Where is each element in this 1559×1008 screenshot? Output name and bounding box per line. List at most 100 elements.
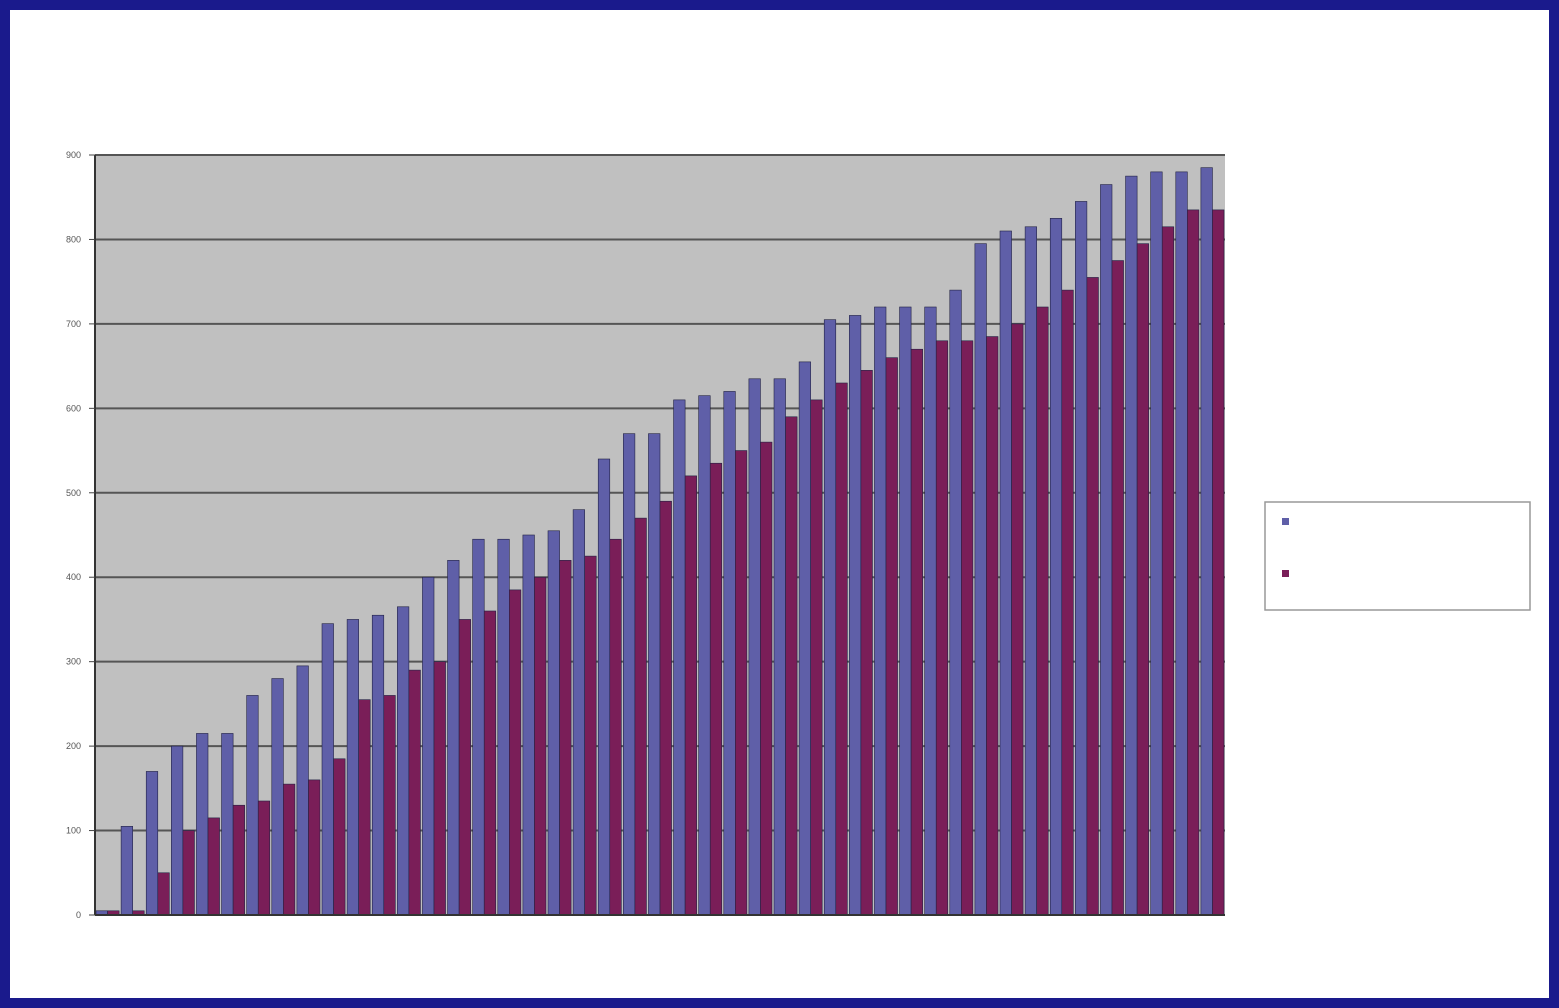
bar-series-2 [885,357,898,916]
y-tick-label: 900 [66,150,81,160]
bar-series-2 [182,830,195,916]
bar-series-2 [684,475,697,916]
bar-series-1 [748,378,761,916]
bar-series-1 [698,395,711,916]
bar-series-2 [1187,209,1200,916]
bar-series-2 [609,538,622,916]
bar-series-2 [509,589,522,916]
bar-series-1 [271,678,284,916]
bar-series-2 [659,500,672,916]
bar-series-1 [497,538,510,916]
bar-series-2 [584,555,597,916]
bar-series-2 [207,817,220,916]
bar-series-1 [924,306,937,916]
bar-series-2 [1036,306,1049,916]
bar-series-2 [534,576,547,916]
bar-series-2 [986,336,999,916]
bar-series-2 [835,382,848,916]
bar-series-1 [798,361,811,916]
bar-series-2 [408,669,421,916]
bar-series-1 [321,623,334,916]
bar-series-2 [283,783,296,916]
bar-series-1 [572,509,585,916]
bar-series-1 [597,458,611,916]
bar-series-2 [1136,243,1149,916]
bar-series-1 [120,826,133,916]
bar-series-2 [257,800,271,916]
y-tick-label: 300 [66,657,81,667]
bar-series-1 [849,315,862,916]
legend [1264,501,1531,611]
bar-series-1 [1075,201,1088,916]
y-tick-label: 600 [66,403,81,413]
bar-series-2 [910,348,923,916]
bar-series-1 [171,745,184,916]
bar-series-1 [422,576,435,916]
y-tick-label: 400 [66,572,81,582]
axes [94,155,1225,916]
bar-series-2 [634,517,647,916]
bar-series-2 [860,370,873,916]
y-tick-label: 700 [66,319,81,329]
bar-series-1 [296,665,309,916]
bar-series-1 [1049,218,1063,916]
bar-series-1 [1150,171,1163,916]
bar-series-1 [246,695,259,916]
bar-series-2 [383,695,396,916]
bar-series-2 [760,441,773,916]
bar-series-1 [1024,226,1037,916]
bar-series-2 [935,340,949,916]
bar-series-2 [308,779,321,916]
y-axis-ticks: 0 100 200 300 400 500 600 700 800 900 [66,150,95,920]
bar-chart: 0 100 200 300 400 500 600 700 800 900 [66,150,1531,920]
bar-series-2 [433,661,446,916]
y-tick-label: 500 [66,488,81,498]
bar-series-1 [547,530,560,916]
bar-series-1 [623,433,636,916]
bar-series-1 [823,319,837,916]
bar-series-1 [522,534,535,916]
bar-series-2 [458,619,471,916]
bar-series-2 [157,872,170,916]
bar-series-2 [810,399,823,916]
bar-series-1 [1175,171,1188,916]
bar-series-1 [145,771,159,916]
y-tick-label: 100 [66,826,81,836]
bar-series-2 [785,416,798,916]
y-tick-label: 0 [76,910,81,920]
bar-series-1 [874,306,887,916]
bar-series-2 [1061,289,1074,916]
bar-series-1 [221,733,234,916]
bar-series-1 [447,560,460,916]
bar-series-2 [961,340,974,916]
bar-series-1 [949,289,962,916]
bar-series-1 [397,606,410,916]
bar-series-1 [899,306,912,916]
bar-series-1 [371,614,385,916]
bar-series-1 [773,378,786,916]
bar-series-1 [346,619,359,916]
bar-series-2 [1111,260,1124,916]
y-tick-label: 800 [66,234,81,244]
slide: 0 100 200 300 400 500 600 700 800 900 [10,10,1549,998]
y-tick-label: 200 [66,741,81,751]
bar-series-2 [1086,277,1099,916]
bar-series-2 [333,758,346,916]
bar-series-1 [648,433,661,916]
bar-series-1 [999,230,1012,916]
bar-series-2 [358,699,371,916]
bar-series-2 [232,804,245,916]
bar-series-1 [1125,175,1138,916]
bar-series-1 [1100,184,1113,916]
bar-series-2 [559,560,572,916]
bar-series-1 [673,399,686,916]
bar-series-2 [1011,323,1024,916]
bar-series-1 [723,391,736,916]
bar-series-2 [1161,226,1175,916]
bar-series-1 [472,538,485,916]
bar-series-2 [735,450,748,916]
bar-series-2 [483,610,497,916]
legend-swatch-series-2 [1282,570,1289,577]
bar-series-1 [974,243,987,916]
bar-series-1 [1200,167,1213,916]
